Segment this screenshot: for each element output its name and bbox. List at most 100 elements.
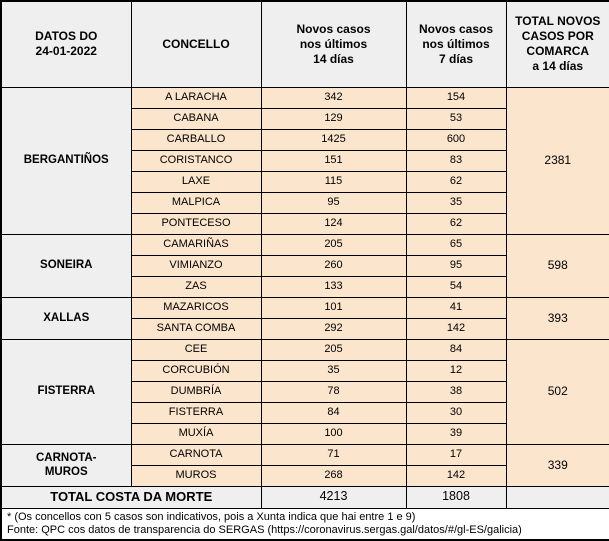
table-row: MUXÍA 100 39 bbox=[1, 422, 609, 445]
concello-cell: A LARACHA bbox=[130, 86, 262, 109]
table-row: MALPICA 95 35 bbox=[1, 191, 609, 214]
concello-cell: FISTERRA bbox=[130, 401, 262, 424]
header-cases-14d: Novos casos nos últimos 14 días bbox=[260, 0, 407, 88]
cases-14d-cell: 268 bbox=[260, 464, 407, 487]
table-header: DATOS DO 24-01-2022 CONCELLO Novos casos… bbox=[0, 0, 609, 88]
header-total-comarca: TOTAL NOVOS CASOS POR COMARCA a 14 días bbox=[505, 0, 609, 88]
cases-14d-cell: 205 bbox=[260, 233, 407, 256]
cases-14d-cell: 292 bbox=[260, 317, 407, 340]
comarca-cell: CARNOTA- MUROS bbox=[0, 443, 132, 487]
concello-cell: DUMBRÍA bbox=[130, 380, 262, 403]
header-concello: CONCELLO bbox=[130, 0, 262, 88]
comarca-total-cell: 502 bbox=[505, 338, 609, 445]
comarca-cell: SONEIRA bbox=[0, 233, 132, 298]
cases-14d-cell: 260 bbox=[260, 254, 407, 277]
concello-cell: CORISTANCO bbox=[130, 149, 262, 172]
cases-14d-cell: 101 bbox=[260, 296, 407, 319]
cases-7d-cell: 17 bbox=[405, 443, 507, 466]
table-body: BERGANTIÑOS A LARACHA 342 154 2381 CABANA 129 5… bbox=[0, 86, 609, 487]
table-row: BERGANTIÑOS A LARACHA 342 154 2381 bbox=[0, 86, 609, 235]
cases-7d-cell: 12 bbox=[405, 359, 507, 382]
cases-7d-cell: 53 bbox=[405, 107, 507, 130]
comarca-total-cell: 393 bbox=[505, 296, 609, 340]
cases-14d-cell: 129 bbox=[260, 107, 407, 130]
header-cases-7d: Novos casos nos últimos 7 días bbox=[405, 0, 507, 88]
grand-total-row: TOTAL COSTA DA MORTE 4213 1808 bbox=[0, 485, 609, 509]
cases-14d-cell: 133 bbox=[260, 275, 407, 298]
cases-7d-cell: 62 bbox=[405, 170, 507, 193]
cases-7d-cell: 95 bbox=[405, 254, 507, 277]
concello-cell: MALPICA bbox=[130, 191, 262, 214]
table-footer: TOTAL COSTA DA MORTE 4213 1808 * (Os con… bbox=[0, 485, 609, 540]
concello-cell: MUXÍA bbox=[130, 422, 262, 445]
cases-7d-cell: 35 bbox=[405, 191, 507, 214]
cases-7d-cell: 30 bbox=[405, 401, 507, 424]
comarca-cell: XALLAS bbox=[0, 296, 132, 340]
table-row: LAXE 115 62 bbox=[1, 170, 609, 193]
table-row: DUMBRÍA 78 38 bbox=[1, 380, 609, 403]
cases-14d-cell: 71 bbox=[260, 443, 407, 466]
concello-cell: CABANA bbox=[130, 107, 262, 130]
cases-7d-cell: 54 bbox=[405, 275, 507, 298]
footnote-indicative: * (Os concellos con 5 casos son indicati… bbox=[7, 510, 416, 523]
cases-14d-cell: 84 bbox=[260, 401, 407, 424]
concello-cell: PONTECESO bbox=[130, 212, 262, 235]
cases-14d-cell: 1425 bbox=[260, 128, 407, 151]
comarca-cell: FISTERRA bbox=[0, 338, 132, 445]
footnote-source: Fonte: QPC cos datos de transparencia do… bbox=[7, 523, 522, 536]
concello-cell: MUROS bbox=[130, 464, 262, 487]
cases-7d-cell: 38 bbox=[405, 380, 507, 403]
header-row: DATOS DO 24-01-2022 CONCELLO Novos casos… bbox=[0, 0, 609, 88]
concello-cell: CEE bbox=[130, 338, 262, 361]
comarca-cell: BERGANTIÑOS bbox=[0, 86, 132, 235]
cases-14d-cell: 95 bbox=[260, 191, 407, 214]
concello-cell: SANTA COMBA bbox=[130, 317, 262, 340]
cases-14d-cell: 100 bbox=[260, 422, 407, 445]
cases-7d-cell: 84 bbox=[405, 338, 507, 361]
table-row: VIMIANZO 260 95 bbox=[1, 254, 609, 277]
comarca-total-cell: 598 bbox=[505, 233, 609, 298]
cases-7d-cell: 62 bbox=[405, 212, 507, 235]
cases-7d-cell: 65 bbox=[405, 233, 507, 256]
table-row: CARBALLO 1425 600 bbox=[1, 128, 609, 151]
grand-total-14d: 4213 bbox=[260, 485, 407, 509]
cases-14d-cell: 205 bbox=[260, 338, 407, 361]
cases-14d-cell: 342 bbox=[260, 86, 407, 109]
comarca-total-cell: 2381 bbox=[505, 86, 609, 235]
cases-7d-cell: 154 bbox=[405, 86, 507, 109]
cases-7d-cell: 39 bbox=[405, 422, 507, 445]
table-row: FISTERRA CEE 205 84 502 bbox=[0, 338, 609, 445]
table-row: SONEIRA CAMARIÑAS 205 65 598 bbox=[0, 233, 609, 298]
table-row: FISTERRA 84 30 bbox=[1, 401, 609, 424]
cases-14d-cell: 35 bbox=[260, 359, 407, 382]
grand-total-comarca-empty bbox=[505, 485, 609, 509]
grand-total-7d: 1808 bbox=[405, 485, 507, 509]
table-row: PONTECESO 124 62 bbox=[1, 212, 609, 235]
cases-7d-cell: 142 bbox=[405, 317, 507, 340]
concello-cell: CORCUBIÓN bbox=[130, 359, 262, 382]
grand-total-label: TOTAL COSTA DA MORTE bbox=[0, 485, 262, 509]
concello-cell: VIMIANZO bbox=[130, 254, 262, 277]
concello-cell: CARBALLO bbox=[130, 128, 262, 151]
cases-7d-cell: 142 bbox=[405, 464, 507, 487]
footnotes-row: * (Os concellos con 5 casos son indicati… bbox=[0, 507, 609, 540]
cases-7d-cell: 41 bbox=[405, 296, 507, 319]
concello-cell: CARNOTA bbox=[130, 443, 262, 466]
header-date-cell: DATOS DO 24-01-2022 bbox=[0, 0, 132, 88]
footnotes-cell: * (Os concellos con 5 casos son indicati… bbox=[0, 507, 609, 540]
concello-cell: ZAS bbox=[130, 275, 262, 298]
concello-cell: LAXE bbox=[130, 170, 262, 193]
cases-14d-cell: 78 bbox=[260, 380, 407, 403]
cases-7d-cell: 600 bbox=[405, 128, 507, 151]
table-row: XALLAS MAZARICOS 101 41 393 bbox=[0, 296, 609, 340]
cases-7d-cell: 83 bbox=[405, 149, 507, 172]
cases-14d-cell: 151 bbox=[260, 149, 407, 172]
cases-14d-cell: 124 bbox=[260, 212, 407, 235]
table-row: CABANA 129 53 bbox=[1, 107, 609, 130]
cases-14d-cell: 115 bbox=[260, 170, 407, 193]
comarca-total-cell: 339 bbox=[505, 443, 609, 487]
table-row: MUROS 268 142 bbox=[1, 464, 609, 487]
table-row: CORCUBIÓN 35 12 bbox=[1, 359, 609, 382]
